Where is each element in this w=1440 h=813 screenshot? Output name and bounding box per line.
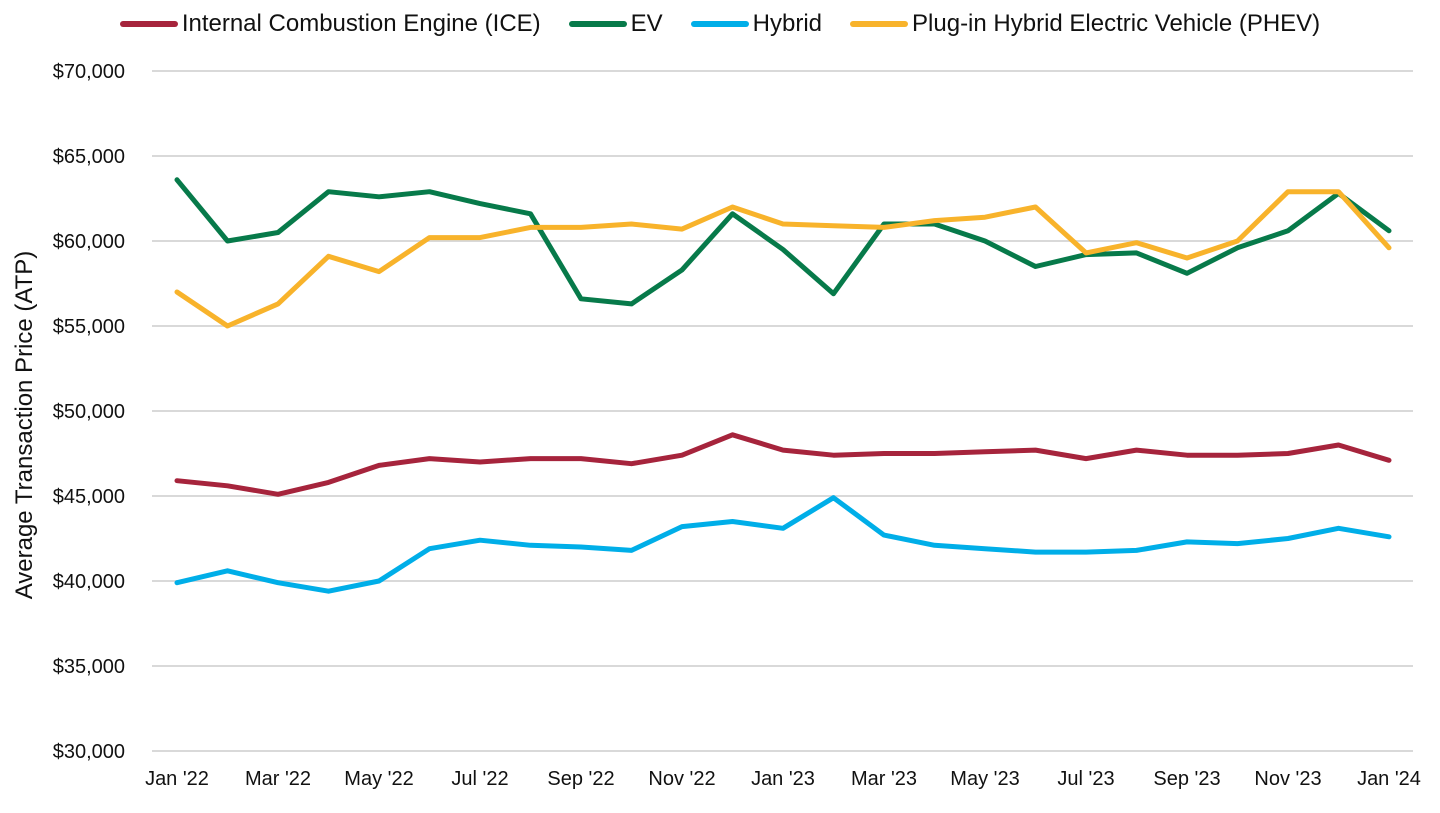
y-tick-label: $70,000 — [53, 61, 125, 83]
series-line-ev — [174, 177, 1392, 307]
x-axis-ticks: Jan '22 Mar '22 May '22 Jul '22 Sep '22 Nov '… — [145, 768, 1421, 790]
x-tick-label: Mar '22 — [245, 768, 311, 790]
legend-swatch — [568, 21, 627, 27]
y-axis-label: Average Transaction Price (ATP) — [11, 251, 38, 600]
x-tick-label: Nov '22 — [648, 768, 715, 790]
gridlines — [152, 70, 1413, 752]
y-tick-label: $45,000 — [53, 486, 125, 508]
legend-label: Internal Combustion Engine (ICE) — [181, 10, 541, 37]
x-tick-label: May '22 — [344, 768, 413, 790]
y-axis-ticks: $30,000 $35,000 $40,000 $45,000 $50,000 $55,0… — [53, 61, 125, 763]
y-tick-label: $30,000 — [53, 741, 125, 763]
x-tick-label: Mar '23 — [851, 768, 917, 790]
y-tick-label: $55,000 — [53, 316, 125, 338]
series-line-hybrid — [174, 495, 1392, 594]
legend-swatch — [850, 21, 909, 27]
x-tick-label: Jul '22 — [451, 768, 508, 790]
legend-label: Plug-in Hybrid Electric Vehicle (PHEV) — [912, 10, 1321, 37]
legend-label: Hybrid — [752, 10, 823, 37]
series-line-plug-in-hybrid-electric-vehicle-phev — [174, 189, 1392, 329]
x-tick-label: Sep '22 — [547, 768, 614, 790]
y-tick-label: $50,000 — [53, 401, 125, 423]
y-tick-label: $40,000 — [53, 571, 125, 593]
x-tick-label: Nov '23 — [1254, 768, 1321, 790]
x-tick-label: Jul '23 — [1057, 768, 1114, 790]
legend-item: Plug-in Hybrid Electric Vehicle (PHEV) — [850, 10, 1320, 38]
legend-swatch — [690, 21, 749, 27]
series-lines — [174, 177, 1392, 594]
legend-item: Internal Combustion Engine (ICE) — [119, 10, 541, 38]
y-tick-label: $35,000 — [53, 656, 125, 678]
y-tick-label: $60,000 — [53, 231, 125, 253]
x-tick-label: May '23 — [950, 768, 1019, 790]
y-tick-label: $65,000 — [53, 146, 125, 168]
legend-item: Hybrid — [690, 10, 823, 38]
legend-item: EV — [568, 10, 663, 38]
series-line-internal-combustion-engine-ice — [174, 432, 1392, 497]
legend: Internal Combustion Engine (ICE) EV Hybrid… — [0, 8, 1440, 40]
x-tick-label: Jan '22 — [145, 768, 209, 790]
x-tick-label: Jan '24 — [1357, 768, 1421, 790]
legend-swatch — [119, 21, 178, 27]
legend-label: EV — [630, 10, 663, 37]
x-tick-label: Sep '23 — [1153, 768, 1220, 790]
x-tick-label: Jan '23 — [751, 768, 815, 790]
